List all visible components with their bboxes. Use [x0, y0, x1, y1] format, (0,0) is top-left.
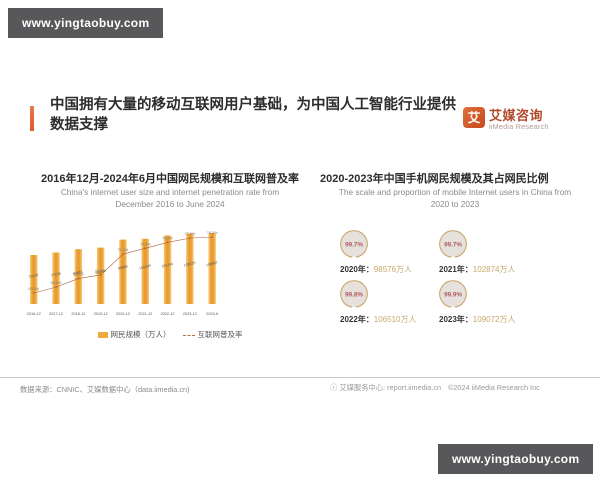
- svg-text:55.8%: 55.8%: [51, 281, 62, 285]
- svg-text:2017-12: 2017-12: [49, 312, 63, 316]
- svg-text:2022-12: 2022-12: [161, 312, 175, 316]
- svg-text:艾: 艾: [468, 110, 481, 125]
- svg-text:99.9%: 99.9%: [444, 292, 462, 299]
- svg-text:2021-12: 2021-12: [138, 312, 152, 316]
- svg-text:53.2%: 53.2%: [28, 287, 39, 291]
- svg-text:99.7%: 99.7%: [444, 242, 462, 249]
- svg-text:99.7%: 99.7%: [345, 242, 363, 249]
- svg-text:61.2%: 61.2%: [95, 269, 106, 273]
- svg-text:2020-12: 2020-12: [116, 312, 130, 316]
- svg-text:2019-12: 2019-12: [94, 312, 108, 316]
- svg-text:59.6%: 59.6%: [73, 273, 84, 277]
- svg-text:2024-6: 2024-6: [206, 312, 218, 316]
- svg-text:70.4%: 70.4%: [118, 248, 129, 252]
- svg-text:77.5%: 77.5%: [184, 232, 195, 236]
- svg-text:75.6%: 75.6%: [162, 236, 173, 240]
- svg-text:2016-12: 2016-12: [27, 312, 41, 316]
- svg-text:73.0%: 73.0%: [140, 242, 151, 246]
- svg-text:2018-12: 2018-12: [71, 312, 85, 316]
- svg-text:99.8%: 99.8%: [345, 292, 363, 299]
- svg-text:2023-12: 2023-12: [183, 312, 197, 316]
- svg-text:78.0%: 78.0%: [207, 231, 218, 235]
